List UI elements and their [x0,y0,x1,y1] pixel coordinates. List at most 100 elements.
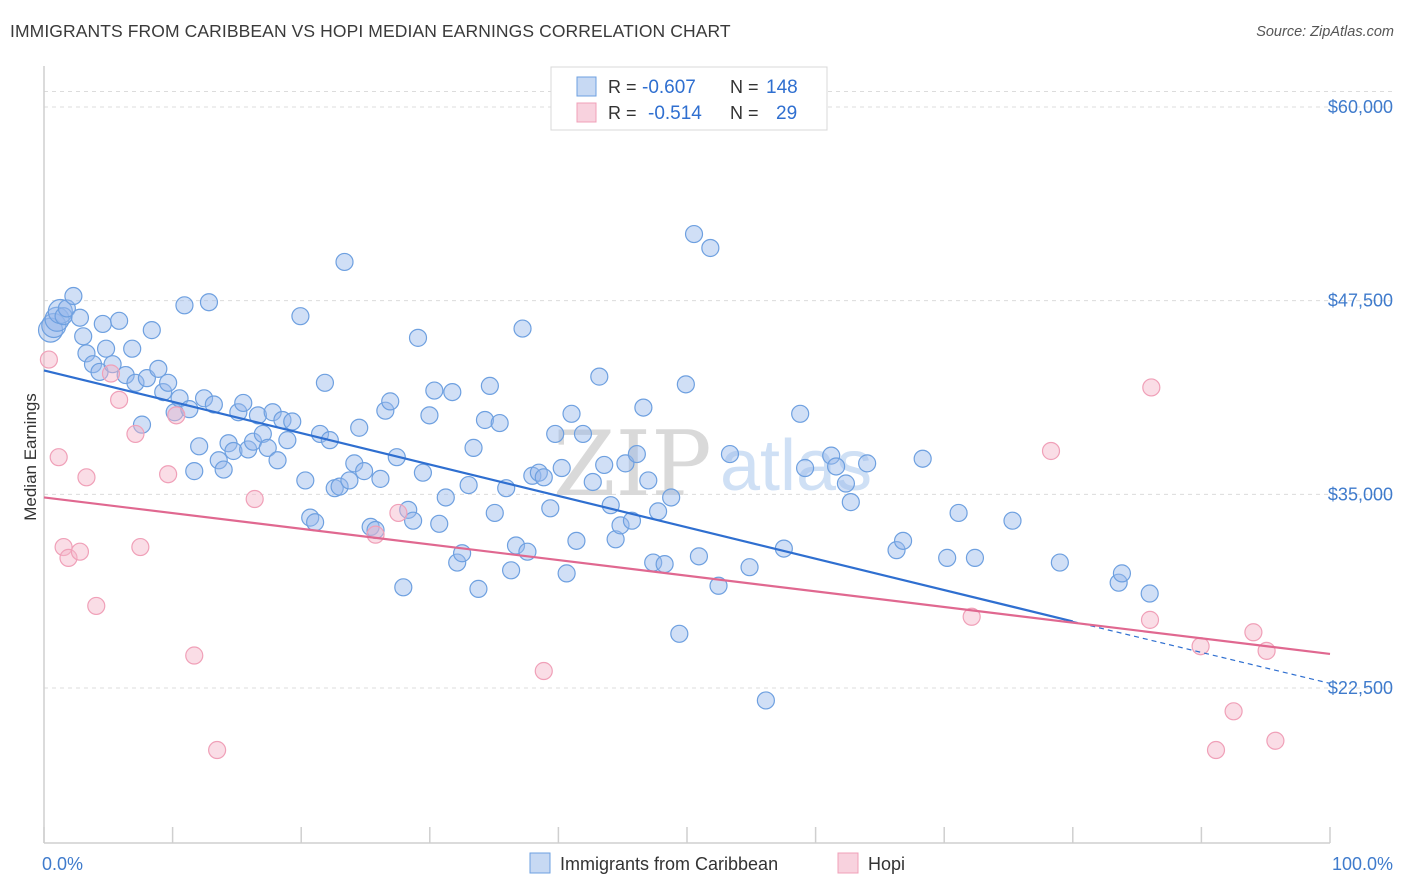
trend-line-caribbean-extension [1072,620,1331,684]
point-caribbean [1003,511,1022,530]
legend-r-label-1: R = [608,77,637,97]
y-tick-label: $35,000 [1328,484,1393,504]
point-caribbean [567,531,586,550]
point-caribbean [546,424,565,444]
point-caribbean [913,449,932,468]
point-caribbean [214,460,233,479]
point-caribbean [142,321,161,340]
point-caribbean [96,339,116,358]
point-hopi [1191,637,1210,656]
point-caribbean [611,516,630,535]
point-caribbean [430,514,449,533]
point-caribbean [502,561,521,580]
point-caribbean [1112,564,1132,583]
point-hopi [366,525,385,544]
point-caribbean [662,488,681,507]
point-hopi [167,406,186,425]
point-hopi [59,548,78,567]
watermark: ZIP atlas [553,412,872,517]
x-tick-labels: 0.0% 100.0% [42,854,1393,874]
point-caribbean [209,451,228,470]
legend-n-value-1: 148 [766,77,798,98]
point-caribbean [1140,584,1159,603]
point-caribbean [701,238,720,258]
point-hopi [159,465,178,484]
point-caribbean [335,252,354,272]
point-caribbean [583,472,602,492]
point-hopi [131,537,150,557]
point-caribbean [475,410,495,430]
trend-lines [43,369,1331,684]
grid-lines [44,90,1395,689]
x-tick-label: 100.0% [1332,854,1393,874]
bottom-legend-caribbean: Immigrants from Caribbean [560,854,778,874]
legend: R = -0.607 N = 148 R = -0.514 N = 29 [550,66,828,131]
point-caribbean [110,311,129,330]
legend-n-label-2: N = [730,103,759,123]
point-caribbean [887,541,906,560]
point-caribbean [315,373,335,392]
point-caribbean [459,475,478,495]
point-caribbean [420,406,439,425]
x-tick-label: 0.0% [42,854,83,874]
point-caribbean [634,398,653,417]
y-tick-label: $47,500 [1328,291,1393,311]
legend-n-value-2: 29 [776,103,797,124]
point-caribbean [123,339,142,358]
point-hopi [389,503,408,523]
point-hopi [87,596,106,616]
point-caribbean [949,503,968,523]
point-hopi [101,364,121,383]
point-hopi [1142,378,1161,397]
point-caribbean [355,462,374,481]
legend-n-label-1: N = [730,77,759,97]
point-caribbean [590,367,609,386]
point-caribbean [413,463,433,482]
point-caribbean [684,224,704,244]
point-caribbean [513,319,532,338]
point-caribbean [283,412,302,431]
point-caribbean [1050,553,1069,572]
point-caribbean [425,381,444,400]
series-hopi [39,350,1285,760]
point-caribbean [648,502,668,521]
point-caribbean [278,431,297,450]
point-caribbean [258,438,277,457]
bottom-legend-swatch-caribbean [529,852,551,874]
point-caribbean [93,314,112,334]
point-caribbean [534,468,553,487]
point-caribbean [185,462,204,481]
watermark-zip: ZIP [553,412,712,517]
point-hopi [1140,610,1160,629]
point-caribbean [248,406,268,425]
point-caribbean [756,691,775,710]
point-caribbean [330,477,349,496]
point-caribbean [345,454,364,473]
point-caribbean [464,438,483,457]
point-caribbean [858,454,877,473]
point-caribbean [404,511,423,530]
point-caribbean [291,307,310,326]
point-caribbean [408,328,428,347]
point-caribbean [655,554,674,574]
point-caribbean [394,578,413,597]
point-caribbean [795,458,815,478]
legend-swatch-caribbean [576,76,597,97]
y-tick-labels: $22,500 $35,000 $47,500 $60,000 [1328,97,1393,698]
legend-r-label-2: R = [608,103,637,123]
point-caribbean [103,355,122,374]
point-caribbean [827,457,846,476]
point-hopi [962,607,981,626]
point-caribbean [822,446,841,465]
point-caribbean [448,553,467,572]
point-caribbean [938,548,957,567]
point-caribbean [350,418,369,437]
point-caribbean [965,548,985,567]
axes [43,66,1331,844]
point-caribbean [639,471,658,490]
point-caribbean [175,296,194,315]
point-caribbean [399,500,418,519]
point-caribbean [562,404,581,423]
point-hopi [1224,702,1243,721]
